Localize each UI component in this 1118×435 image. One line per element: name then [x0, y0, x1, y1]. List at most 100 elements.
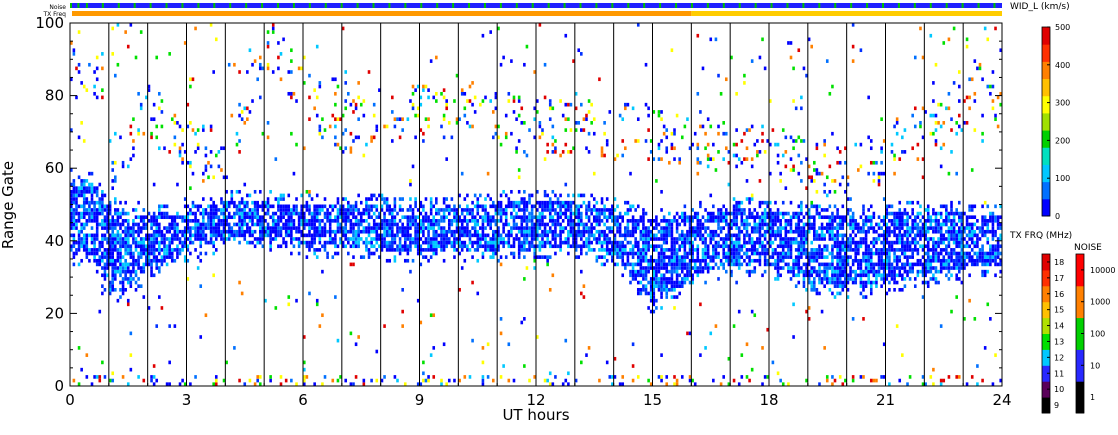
echo-cell [864, 284, 868, 288]
echo-cell [779, 211, 782, 216]
echo-cell [380, 233, 384, 238]
echo-cell [794, 106, 798, 111]
echo-cell [108, 244, 112, 249]
echo-cell [611, 248, 614, 252]
echo-cell [406, 226, 410, 230]
echo-cell [328, 204, 332, 209]
echo-cell [807, 251, 811, 256]
echo-cell [794, 255, 798, 259]
echo-cell [372, 229, 376, 234]
echo-cell [875, 277, 878, 281]
echo-cell [598, 240, 601, 245]
echo-cell [538, 200, 542, 205]
echo-cell [473, 95, 477, 100]
echo-cell [652, 110, 656, 114]
echo-cell [727, 226, 731, 230]
echo-cell [253, 189, 257, 194]
echo-cell [442, 211, 446, 216]
echo-cell [93, 204, 96, 209]
echo-cell [880, 284, 883, 288]
echo-cell [375, 197, 379, 201]
echo-cell [380, 237, 384, 241]
echo-cell [238, 226, 241, 230]
echo-cell [409, 179, 412, 183]
echo-cell [463, 91, 467, 96]
echo-cell [613, 219, 617, 223]
echo-cell [504, 219, 508, 223]
echo-cell [447, 240, 451, 245]
echo-cell [662, 219, 666, 223]
echo-cell [233, 222, 236, 227]
echo-cell [341, 233, 345, 238]
echo-cell [354, 215, 358, 220]
echo-cell [797, 251, 801, 256]
echo-cell [748, 197, 751, 201]
echo-cell [507, 200, 511, 205]
echo-cell [440, 226, 443, 230]
echo-cell [88, 182, 91, 187]
echo-cell [657, 258, 661, 263]
echo-cell [706, 266, 710, 270]
echo-cell [287, 229, 291, 234]
echo-cell [512, 240, 516, 245]
echo-cell [152, 244, 156, 249]
echo-cell [660, 226, 663, 230]
echo-cell [336, 251, 340, 256]
echo-cell [854, 255, 858, 259]
echo-cell [644, 269, 648, 274]
echo-cell [194, 226, 197, 230]
echo-cell [813, 215, 816, 220]
echo-cell [717, 219, 720, 223]
echo-cell [841, 266, 845, 270]
echo-cell [194, 211, 197, 216]
echo-cell [815, 142, 819, 147]
echo-cell [248, 110, 252, 114]
echo-cell [766, 327, 769, 332]
echo-cell [642, 273, 645, 278]
echo-cell [859, 164, 863, 169]
echo-cell [649, 295, 653, 299]
echo-cell [214, 237, 218, 241]
echo-cell [740, 200, 744, 205]
echo-cell [318, 211, 322, 216]
echo-cell [139, 266, 143, 270]
echo-cell [649, 382, 653, 386]
echo-cell [712, 248, 715, 252]
echo-cell [862, 229, 865, 234]
echo-cell [101, 244, 104, 249]
echo-cell [427, 258, 430, 263]
echo-cell [349, 229, 353, 234]
echo-cell [246, 200, 249, 205]
echo-cell [872, 226, 876, 230]
echo-cell [308, 204, 311, 209]
echo-cell [838, 375, 842, 379]
echo-cell [393, 375, 397, 379]
echo-cell [388, 219, 392, 223]
echo-cell [724, 258, 728, 263]
echo-cell [313, 251, 316, 256]
echo-cell [820, 208, 824, 212]
echo-cell [183, 237, 187, 241]
echo-cell [300, 219, 303, 223]
echo-cell [802, 248, 806, 252]
echo-cell [867, 248, 870, 252]
echo-cell [548, 287, 552, 292]
echo-cell [818, 280, 821, 285]
echo-cell [696, 248, 700, 252]
echo-cell [838, 266, 842, 270]
echo-cell [520, 226, 524, 230]
noise-bar-tick [436, 3, 439, 8]
echo-cell [763, 255, 767, 259]
echo-cell [875, 237, 878, 241]
echo-cell [613, 215, 617, 220]
echo-cell [670, 269, 674, 274]
echo-cell [499, 255, 503, 259]
echo-cell [862, 287, 865, 292]
echo-cell [851, 59, 855, 63]
echo-cell [854, 219, 858, 223]
echo-cell [670, 48, 674, 53]
echo-cell [805, 73, 808, 78]
echo-cell [636, 117, 640, 122]
echo-cell [655, 277, 658, 281]
echo-cell [665, 291, 669, 296]
